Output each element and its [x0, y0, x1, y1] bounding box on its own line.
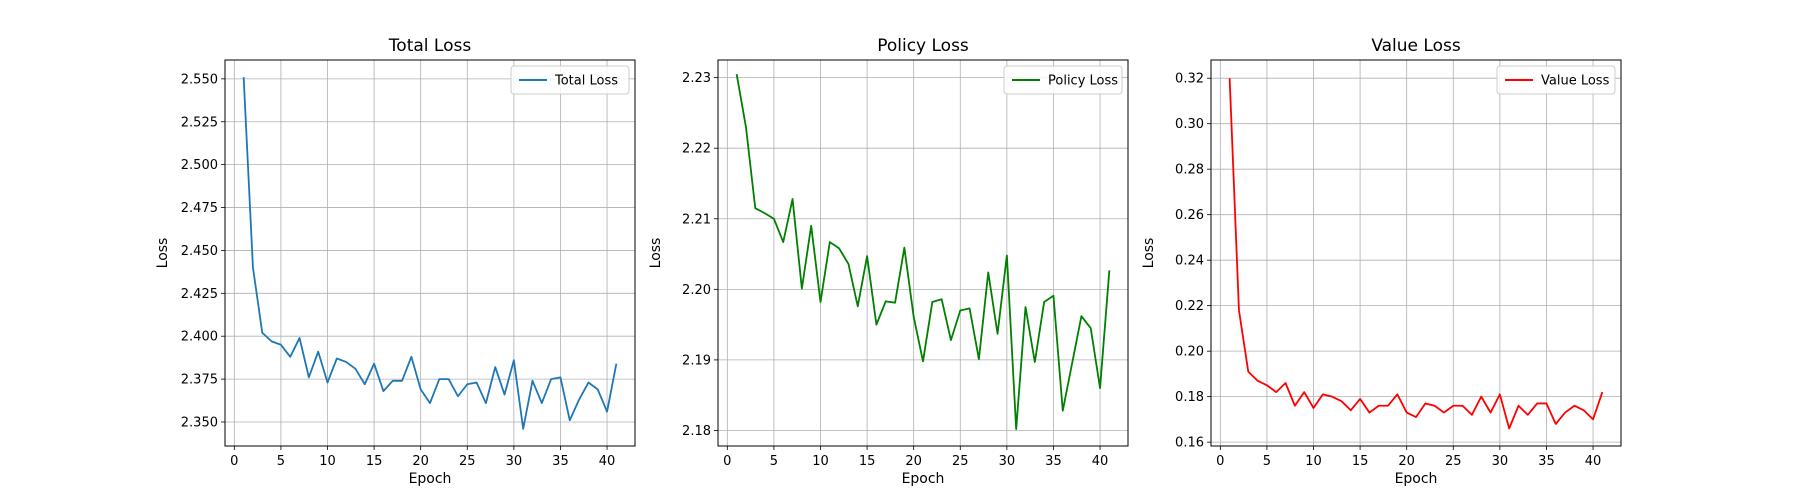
legend-box — [510, 65, 630, 95]
y-tick-label: 2.500 — [181, 158, 218, 173]
y-tick-label: 2.20 — [682, 283, 711, 298]
y-tick-label: 0.20 — [1175, 345, 1204, 360]
series-line-total-loss — [242, 77, 618, 430]
y-axis-label: Loss — [155, 238, 171, 269]
legend: Total Loss — [510, 65, 630, 95]
y-tick-label: 0.28 — [1175, 163, 1204, 178]
x-tick-label: 40 — [1585, 454, 1602, 469]
chart-title: Policy Loss — [877, 36, 969, 56]
y-tick-label: 2.350 — [181, 415, 218, 430]
x-tick-label: 5 — [1263, 454, 1271, 469]
x-tick-label: 40 — [599, 454, 616, 469]
y-tick-label: 2.425 — [181, 287, 218, 302]
legend-label: Value Loss — [1541, 74, 1610, 89]
x-tick-label: 25 — [952, 454, 969, 469]
x-tick-label: 0 — [1216, 454, 1224, 469]
y-tick-label: 0.16 — [1175, 436, 1204, 451]
y-tick-label: 0.22 — [1175, 299, 1204, 314]
y-tick-label: 0.18 — [1175, 390, 1204, 405]
y-tick-label: 2.22 — [682, 142, 711, 157]
x-tick-label: 35 — [1045, 454, 1062, 469]
y-tick-label: 0.30 — [1175, 117, 1204, 132]
x-axis-label: Epoch — [1395, 471, 1438, 487]
axes-frame — [1210, 59, 1622, 447]
y-axis-label: Loss — [648, 238, 664, 269]
y-tick-label: 2.23 — [682, 71, 711, 86]
y-tick-label: 2.18 — [682, 424, 711, 439]
chart-title: Value Loss — [1371, 36, 1461, 56]
chart-panel-1: 0 5 10 15 20 25 30 35 40 2.350 2.375 2.400 2.425 2.45… — [155, 36, 636, 487]
x-axis-label: Epoch — [902, 471, 945, 487]
legend-box — [1003, 65, 1123, 95]
axes-frame — [224, 59, 636, 447]
y-tick-label: 2.550 — [181, 72, 218, 87]
x-tick-label: 35 — [552, 454, 569, 469]
y-tick-label: 0.24 — [1175, 254, 1204, 269]
x-tick-label: 20 — [412, 454, 429, 469]
x-tick-label: 10 — [812, 454, 829, 469]
y-tick-label: 2.400 — [181, 330, 218, 345]
legend-box — [1496, 65, 1616, 95]
x-axis-label: Epoch — [409, 471, 452, 487]
y-tick-label: 2.450 — [181, 244, 218, 259]
legend-label: Policy Loss — [1048, 74, 1118, 89]
legend-label: Total Loss — [554, 74, 618, 89]
chart-title: Total Loss — [388, 36, 472, 56]
y-tick-label: 2.525 — [181, 115, 218, 130]
x-tick-label: 15 — [859, 454, 876, 469]
y-tick-label: 2.21 — [682, 212, 711, 227]
y-axis-label: Loss — [1141, 238, 1157, 269]
x-tick-label: 15 — [1352, 454, 1369, 469]
y-tick-label: 0.32 — [1175, 72, 1204, 87]
x-tick-label: 30 — [506, 454, 523, 469]
x-tick-label: 30 — [1492, 454, 1509, 469]
x-tick-label: 20 — [905, 454, 922, 469]
series-line-policy-loss — [735, 73, 1111, 430]
y-tick-label: 2.475 — [181, 201, 218, 216]
x-tick-label: 30 — [999, 454, 1016, 469]
chart-panel-3: 0 5 10 15 20 25 30 35 40 0.16 0.18 0.20 0.22 0.24 0.26… — [1141, 36, 1622, 487]
y-tick-label: 0.26 — [1175, 208, 1204, 223]
x-tick-label: 5 — [277, 454, 285, 469]
x-tick-label: 15 — [366, 454, 383, 469]
x-tick-label: 35 — [1538, 454, 1555, 469]
x-tick-label: 25 — [1445, 454, 1462, 469]
x-tick-label: 20 — [1398, 454, 1415, 469]
series-line-value-loss — [1228, 78, 1604, 430]
legend: Policy Loss — [1003, 65, 1123, 95]
x-tick-label: 5 — [770, 454, 778, 469]
x-tick-label: 25 — [459, 454, 476, 469]
chart-panel-2: 0 5 10 15 20 25 30 35 40 2.18 2.19 2.20 2.21 2.22 2.23… — [648, 36, 1129, 487]
x-tick-label: 0 — [230, 454, 238, 469]
x-tick-label: 10 — [319, 454, 336, 469]
x-tick-label: 0 — [723, 454, 731, 469]
legend: Value Loss — [1496, 65, 1616, 95]
x-tick-label: 40 — [1092, 454, 1109, 469]
y-tick-label: 2.375 — [181, 373, 218, 388]
y-tick-label: 2.19 — [682, 353, 711, 368]
axes-frame — [717, 59, 1129, 447]
x-tick-label: 10 — [1305, 454, 1322, 469]
